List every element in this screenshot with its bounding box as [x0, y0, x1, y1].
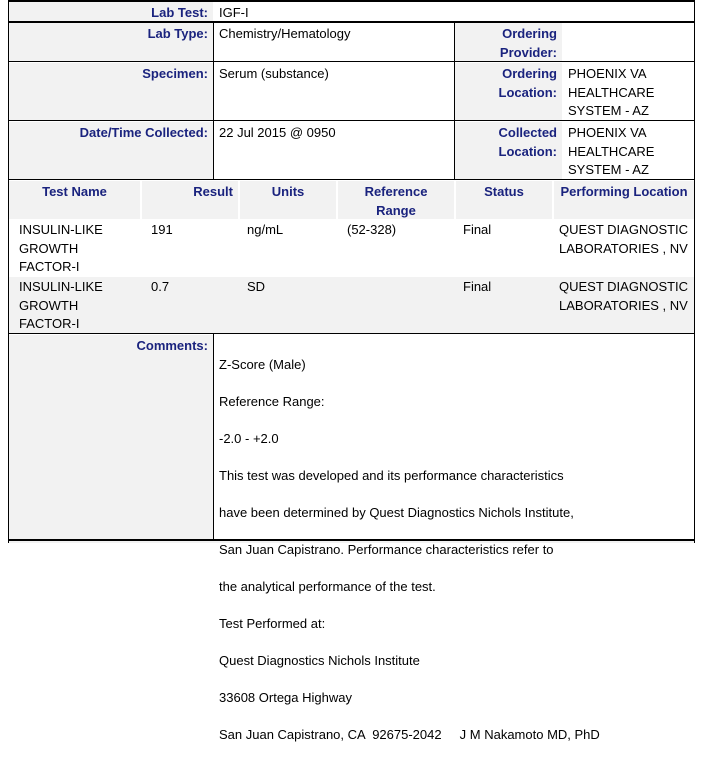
comment-line: Z-Score (Male) [219, 356, 306, 372]
row2-status: Final [463, 279, 492, 294]
col-status: Status [456, 181, 552, 219]
comments-label: Comments: [9, 335, 213, 539]
comment-line: San Juan Capistrano, CA 92675-2042 J M N… [219, 726, 600, 742]
row2-result: 0.7 [151, 279, 170, 294]
row1-performing-location: QUEST DIAGNOSTIC LABORATORIES , NV [559, 222, 689, 256]
collected-location-value: PHOENIX VA HEALTHCARE SYSTEM - AZ [568, 125, 655, 177]
comment-line: Test Performed at: [219, 615, 326, 631]
row1-units: ng/mL [247, 222, 284, 237]
row1-reference-range: (52-328) [347, 222, 397, 237]
comment-line: Quest Diagnostics Nichols Institute [219, 652, 420, 668]
divider [8, 179, 695, 180]
lab-type-label: Lab Type: [9, 23, 213, 62]
row2-performing-location: QUEST DIAGNOSTIC LABORATORIES , NV [559, 279, 689, 313]
comment-line: Reference Range: [219, 393, 325, 409]
ordering-provider-label: Ordering Provider: [455, 23, 562, 62]
col-performing-location: Performing Location [554, 181, 694, 219]
divider [213, 333, 214, 540]
comment-line: -2.0 - +2.0 [219, 430, 279, 446]
col-units: Units [240, 181, 336, 219]
divider [8, 539, 695, 541]
row1-result: 191 [151, 222, 173, 237]
ordering-provider-value [563, 23, 694, 62]
row2-reference-range [342, 276, 452, 280]
specimen-label: Specimen: [9, 63, 213, 121]
date-collected-value: 22 Jul 2015 @ 0950 [219, 125, 336, 140]
divider [694, 0, 695, 543]
row1-test-name: INSULIN-LIKE GROWTH FACTOR-I [19, 222, 103, 274]
col-result: Result [142, 181, 238, 219]
ordering-location-label: Ordering Location: [455, 63, 562, 121]
lab-test-value: IGF-I [219, 5, 249, 20]
comment-line: the analytical performance of the test. [219, 578, 436, 594]
lab-type-value: Chemistry/Hematology [219, 26, 351, 41]
divider [8, 0, 695, 2]
comment-line: This test was developed and its performa… [219, 467, 564, 483]
lab-test-label: Lab Test: [9, 2, 213, 22]
specimen-value: Serum (substance) [219, 66, 329, 81]
divider [8, 61, 695, 62]
comments-text: Z-Score (Male) Reference Range: -2.0 - +… [214, 335, 694, 742]
col-test-name: Test Name [9, 181, 140, 219]
divider [8, 21, 695, 23]
comment-line: have been determined by Quest Diagnostic… [219, 504, 574, 520]
row1-status: Final [463, 222, 492, 237]
comment-line: 33608 Ortega Highway [219, 689, 352, 705]
ordering-location-value: PHOENIX VA HEALTHCARE SYSTEM - AZ [568, 66, 655, 118]
divider [8, 333, 695, 334]
col-reference-range: Reference Range [338, 181, 454, 219]
divider [8, 0, 9, 543]
comment-line: San Juan Capistrano. Performance charact… [219, 541, 554, 557]
divider [213, 21, 214, 180]
row2-units: SD [247, 279, 266, 294]
date-collected-label: Date/Time Collected: [9, 122, 213, 180]
divider [454, 21, 455, 180]
divider [8, 120, 695, 121]
row2-test-name: INSULIN-LIKE GROWTH FACTOR-I [19, 279, 103, 331]
collected-location-label: Collected Location: [455, 122, 562, 180]
